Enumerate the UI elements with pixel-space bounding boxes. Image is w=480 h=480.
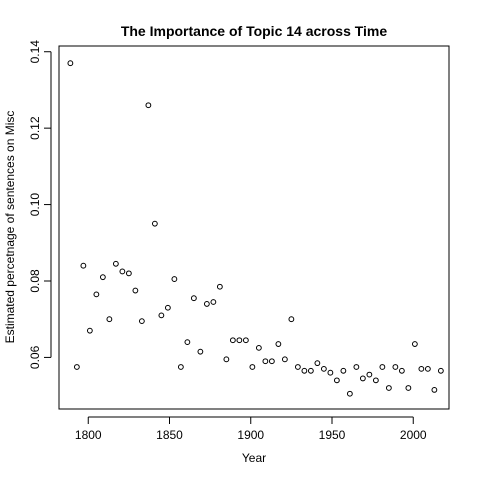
data-point	[216, 283, 223, 290]
data-point	[249, 364, 256, 370]
data-point	[320, 365, 327, 372]
data-point	[197, 348, 204, 355]
data-point	[294, 364, 301, 370]
data-point	[106, 316, 113, 323]
data-point	[281, 356, 288, 363]
data-point	[171, 276, 178, 282]
x-tick-label: 1800	[75, 428, 102, 442]
data-point	[184, 339, 191, 346]
x-axis-label: Year	[242, 451, 266, 465]
data-point	[86, 327, 93, 334]
data-point	[151, 220, 158, 227]
data-point	[203, 301, 210, 307]
x-tick-label: 1850	[156, 428, 183, 442]
data-point	[411, 341, 418, 347]
data-point	[262, 358, 269, 365]
data-point	[424, 365, 431, 372]
y-tick-label: 0.14	[28, 40, 42, 64]
data-point	[93, 291, 100, 298]
data-point	[223, 356, 230, 363]
data-point	[288, 316, 295, 323]
data-point	[190, 295, 197, 302]
x-tick-label: 1900	[237, 428, 264, 442]
data-point	[210, 299, 217, 305]
data-point	[177, 364, 184, 370]
plot-border	[58, 45, 450, 410]
data-point	[405, 385, 412, 391]
data-point	[158, 312, 165, 319]
data-point	[307, 367, 314, 374]
x-tick-label: 1950	[319, 428, 346, 442]
data-point	[353, 364, 360, 370]
y-tick-label: 0.10	[28, 193, 42, 217]
data-point	[385, 385, 392, 391]
data-point	[366, 371, 373, 378]
data-point	[229, 337, 236, 344]
data-point	[398, 367, 405, 374]
data-point	[346, 390, 353, 397]
plot-area	[58, 45, 450, 410]
data-point	[164, 304, 171, 311]
data-point	[437, 367, 444, 374]
data-point	[145, 102, 152, 109]
data-point	[236, 337, 243, 344]
x-tick-label: 2000	[400, 428, 427, 442]
data-point	[333, 377, 340, 384]
data-point	[99, 274, 106, 281]
data-point	[418, 365, 425, 372]
data-point	[340, 367, 347, 374]
data-point	[80, 262, 87, 269]
data-point	[392, 364, 399, 370]
data-point	[268, 358, 275, 365]
x-axis: 1800 1850 1900 1950 2000	[75, 416, 427, 442]
y-tick-label: 0.08	[28, 269, 42, 293]
y-tick-label: 0.06	[28, 345, 42, 369]
data-point	[359, 375, 366, 382]
y-axis-label: Estimated percetnage of sentences on Mis…	[3, 111, 17, 344]
data-point	[314, 360, 321, 367]
y-axis: 0.06 0.08 0.10 0.12 0.14	[28, 40, 52, 369]
data-point	[242, 337, 249, 344]
y-tick-label: 0.12	[28, 116, 42, 140]
chart-title: The Importance of Topic 14 across Time	[121, 23, 388, 39]
data-point	[301, 367, 308, 374]
data-point	[431, 386, 438, 393]
data-point	[255, 344, 262, 351]
data-point	[119, 268, 126, 275]
data-point	[112, 260, 119, 267]
data-point	[379, 364, 386, 370]
data-point	[132, 287, 139, 294]
data-point	[73, 364, 80, 370]
data-point	[327, 369, 334, 376]
data-point	[138, 318, 145, 325]
data-point	[67, 60, 74, 67]
data-points	[67, 60, 444, 397]
data-point	[372, 377, 379, 384]
data-point	[275, 341, 282, 347]
data-point	[125, 270, 132, 277]
